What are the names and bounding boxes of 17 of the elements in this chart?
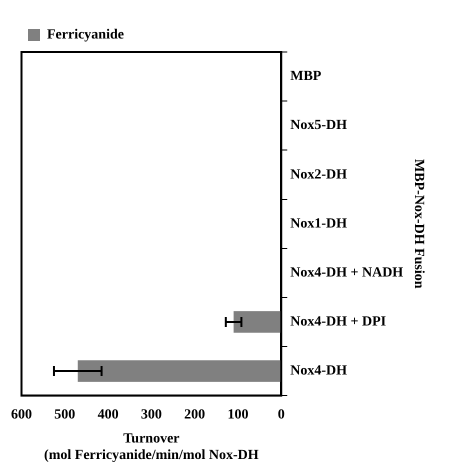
- x-tick-label: 400: [98, 408, 119, 423]
- x-tick-label: 300: [140, 408, 162, 423]
- y-axis-title: MBP-Nox-DH Fusion: [410, 159, 426, 289]
- y-tick-label: Nox4-DH + DPI: [290, 314, 386, 330]
- x-axis-title: Turnover (mol Ferricyanide/min/mol Nox-DH: [44, 431, 259, 464]
- x-tick-label: 500: [54, 408, 76, 423]
- y-tick-label: Nox4-DH + NADH: [290, 265, 404, 280]
- x-tick-label: 200: [184, 408, 206, 423]
- y-tick-label: Nox2-DH: [290, 167, 348, 182]
- y-tick-label: MBP: [290, 69, 322, 84]
- x-tick-label: 100: [227, 408, 248, 423]
- x-tick-label: 600: [11, 408, 32, 423]
- y-tick-label: Nox1-DH: [290, 216, 348, 232]
- y-tick-label: Nox4-DH: [290, 364, 348, 379]
- legend-label: Ferricyanide: [47, 28, 124, 43]
- x-tick-label: 0: [278, 408, 285, 423]
- y-tick-label: Nox5-DH: [290, 118, 348, 134]
